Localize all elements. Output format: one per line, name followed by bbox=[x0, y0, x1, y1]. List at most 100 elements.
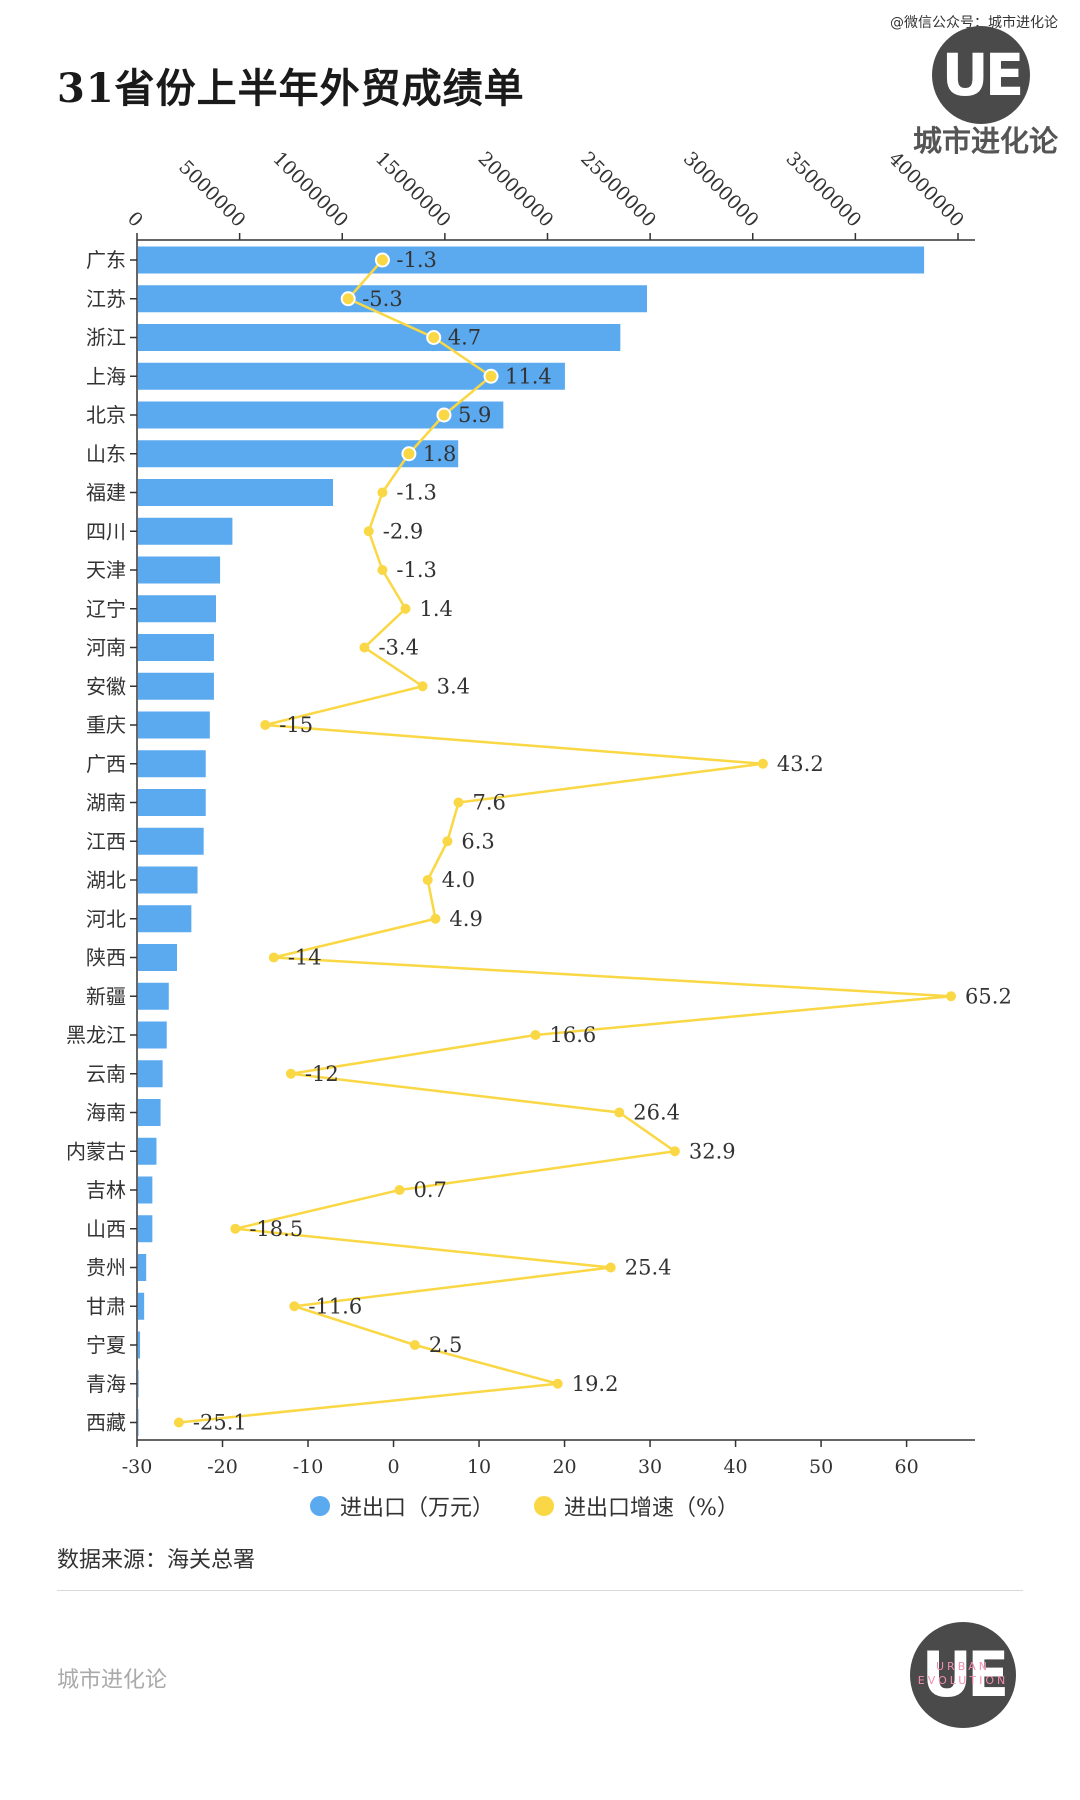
bottom-axis-tick-label: -20 bbox=[207, 1456, 238, 1478]
growth-data-label: 16.6 bbox=[549, 1023, 596, 1047]
growth-data-label: 43.2 bbox=[777, 752, 824, 776]
category-label: 四川 bbox=[86, 519, 126, 543]
bottom-axis-tick-label: 60 bbox=[894, 1456, 918, 1478]
growth-data-label: 26.4 bbox=[633, 1101, 680, 1125]
growth-data-label: 2.5 bbox=[429, 1333, 462, 1357]
ue-logo-bottom-icon: UE URBAN EVOLUTION bbox=[910, 1622, 1016, 1728]
top-axis-tick-label: 5000000 bbox=[174, 156, 249, 231]
top-axis-tick-label: 20000000 bbox=[474, 148, 558, 232]
bar bbox=[138, 556, 221, 584]
growth-point bbox=[552, 1378, 563, 1389]
bar bbox=[138, 634, 214, 661]
category-label: 贵州 bbox=[86, 1256, 126, 1280]
bar bbox=[138, 982, 169, 1010]
bar bbox=[138, 595, 216, 623]
ue-logo-icon: UE bbox=[932, 26, 1030, 124]
logo-bottom-sub: URBAN EVOLUTION bbox=[917, 1660, 1009, 1687]
category-label: 广东 bbox=[86, 248, 126, 272]
growth-point bbox=[426, 330, 442, 345]
growth-point bbox=[605, 1262, 616, 1273]
growth-point bbox=[377, 487, 388, 498]
growth-data-label: -11.6 bbox=[308, 1294, 362, 1318]
data-source: 数据来源：海关总署 bbox=[57, 1548, 256, 1573]
category-label: 上海 bbox=[86, 364, 126, 388]
top-axis-tick-label: 30000000 bbox=[679, 148, 763, 232]
category-label: 山东 bbox=[86, 442, 126, 466]
growth-data-label: -1.3 bbox=[396, 248, 437, 272]
bar bbox=[138, 789, 206, 816]
category-label: 重庆 bbox=[86, 713, 126, 737]
category-label: 宁夏 bbox=[86, 1333, 126, 1357]
growth-data-label: 32.9 bbox=[689, 1139, 736, 1163]
growth-point bbox=[483, 368, 499, 384]
legend-line-swatch bbox=[534, 1496, 555, 1516]
bar bbox=[138, 711, 210, 739]
bar bbox=[138, 362, 565, 390]
bottom-axis-tick-label: 40 bbox=[723, 1456, 747, 1478]
growth-point bbox=[669, 1146, 680, 1157]
bar bbox=[138, 324, 621, 351]
growth-point bbox=[374, 252, 390, 268]
category-label: 山西 bbox=[86, 1217, 126, 1241]
category-label: 甘肃 bbox=[86, 1294, 126, 1318]
category-label: 河南 bbox=[86, 636, 126, 660]
bar bbox=[138, 827, 204, 855]
logo-brand-name: 城市进化论 bbox=[912, 124, 1058, 158]
growth-data-label: 4.0 bbox=[442, 868, 475, 892]
growth-point bbox=[442, 836, 453, 847]
category-label: 安徽 bbox=[86, 674, 126, 698]
category-label: 西藏 bbox=[86, 1411, 126, 1435]
category-label: 内蒙古 bbox=[66, 1139, 126, 1163]
legend-bar-swatch bbox=[310, 1496, 330, 1516]
growth-point bbox=[400, 603, 411, 614]
top-axis-tick-label: 10000000 bbox=[268, 148, 352, 232]
bar bbox=[138, 905, 192, 933]
growth-data-label: 3.4 bbox=[437, 674, 470, 698]
growth-point bbox=[436, 407, 452, 423]
bar bbox=[138, 750, 206, 778]
top-axis-tick-label: 25000000 bbox=[576, 148, 660, 232]
growth-point bbox=[430, 913, 441, 924]
bottom-axis-tick-label: 30 bbox=[638, 1456, 662, 1478]
logo-bottom-mark: UE bbox=[921, 1638, 1010, 1711]
bar bbox=[138, 1331, 141, 1359]
growth-data-label: 65.2 bbox=[965, 984, 1012, 1008]
growth-data-label: -5.3 bbox=[362, 287, 403, 311]
bar bbox=[138, 246, 925, 274]
growth-data-label: -15 bbox=[279, 713, 313, 737]
bottom-axis-tick-label: 50 bbox=[809, 1456, 833, 1478]
growth-data-label: 4.7 bbox=[448, 326, 481, 350]
bar bbox=[138, 866, 198, 894]
growth-point bbox=[363, 526, 374, 537]
growth-point bbox=[359, 642, 370, 653]
growth-point bbox=[285, 1068, 296, 1079]
growth-point bbox=[268, 952, 279, 963]
growth-point bbox=[394, 1185, 405, 1195]
category-label: 天津 bbox=[86, 558, 126, 582]
growth-point bbox=[946, 991, 957, 1002]
category-label: 新疆 bbox=[86, 984, 126, 1008]
bar bbox=[138, 285, 648, 313]
growth-point bbox=[377, 565, 388, 575]
growth-data-label: 5.9 bbox=[458, 403, 491, 427]
growth-point bbox=[340, 291, 356, 307]
growth-point bbox=[757, 758, 768, 769]
growth-data-label: -14 bbox=[288, 946, 322, 970]
growth-data-label: -18.5 bbox=[249, 1217, 303, 1241]
growth-point bbox=[453, 797, 464, 808]
top-axis-tick-label: 0 bbox=[123, 207, 147, 231]
growth-data-label: -12 bbox=[305, 1062, 339, 1086]
growth-point bbox=[401, 446, 417, 462]
footer-brand: 城市进化论 bbox=[57, 1668, 168, 1693]
category-label: 吉林 bbox=[86, 1178, 126, 1202]
bottom-axis-tick-label: 10 bbox=[467, 1456, 491, 1478]
category-label: 青海 bbox=[86, 1372, 126, 1396]
category-label: 湖北 bbox=[86, 868, 126, 892]
growth-data-label: 4.9 bbox=[449, 907, 482, 931]
growth-point bbox=[289, 1301, 300, 1312]
bar bbox=[138, 672, 214, 700]
growth-data-label: -2.9 bbox=[383, 519, 424, 543]
growth-data-label: 7.6 bbox=[473, 791, 506, 815]
category-label: 浙江 bbox=[86, 326, 126, 350]
category-label: 海南 bbox=[86, 1101, 126, 1125]
